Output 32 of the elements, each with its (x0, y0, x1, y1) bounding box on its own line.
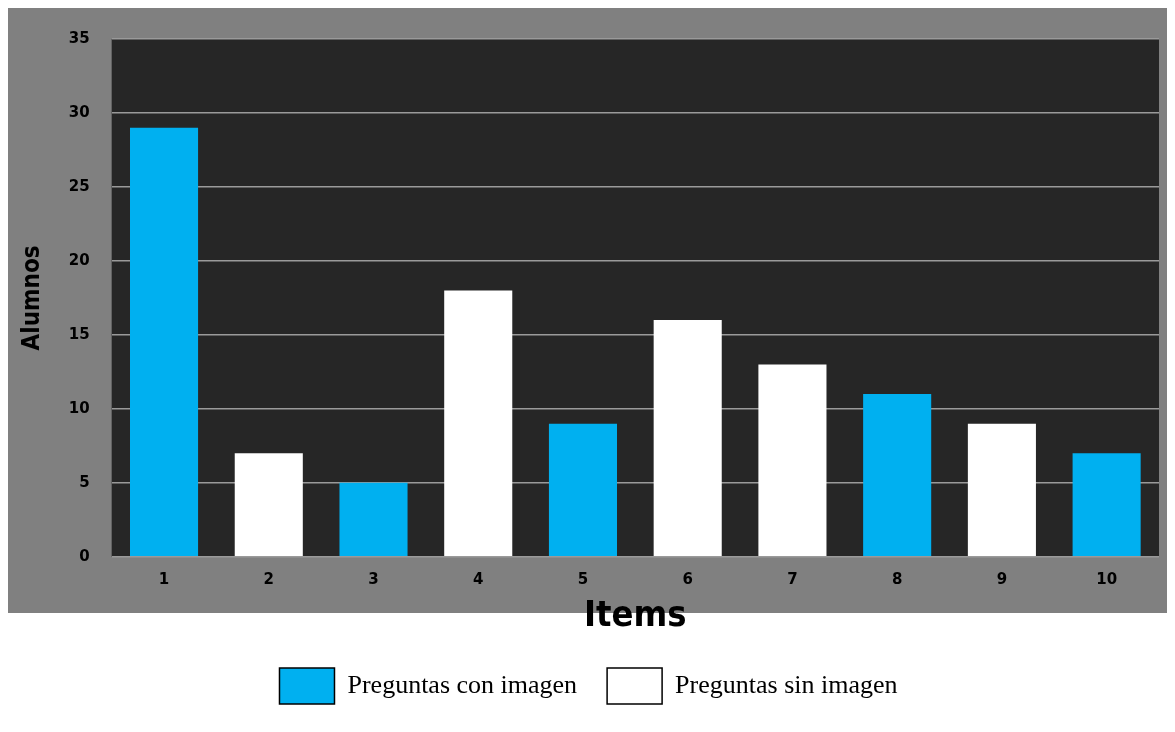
x-tick-label: 3 (368, 569, 379, 588)
x-tick-label: 4 (473, 569, 484, 588)
x-tick-label: 1 (158, 569, 170, 588)
y-tick-label: 15 (68, 324, 90, 343)
bar (967, 423, 1036, 557)
bar (653, 320, 722, 557)
y-tick-label: 20 (68, 250, 90, 269)
y-tick-label: 30 (68, 102, 90, 121)
x-tick-label: 9 (996, 569, 1008, 588)
legend-label: Preguntas sin imagen (675, 669, 898, 699)
bar (758, 364, 827, 557)
x-tick-label: 2 (263, 569, 274, 588)
x-tick-label: 8 (891, 569, 903, 588)
y-tick-label: 5 (79, 472, 90, 491)
bar (339, 482, 408, 557)
y-tick-label: 35 (68, 28, 90, 47)
bar (444, 290, 513, 557)
y-axis-title: Alumnos (16, 245, 45, 351)
y-tick-label: 25 (68, 176, 90, 195)
bar (863, 394, 932, 557)
x-tick-label: 6 (682, 569, 693, 588)
y-tick-label: 0 (79, 546, 90, 565)
x-axis-title: Items (584, 592, 687, 634)
bar (234, 453, 303, 557)
legend-label: Preguntas con imagen (347, 669, 578, 699)
x-tick-label: 5 (577, 569, 589, 588)
x-tick-label: 10 (1096, 569, 1118, 588)
bar (1072, 453, 1141, 557)
bar (130, 127, 199, 557)
x-tick-label: 7 (787, 569, 798, 588)
bar (548, 423, 618, 557)
y-tick-label: 10 (68, 398, 90, 417)
